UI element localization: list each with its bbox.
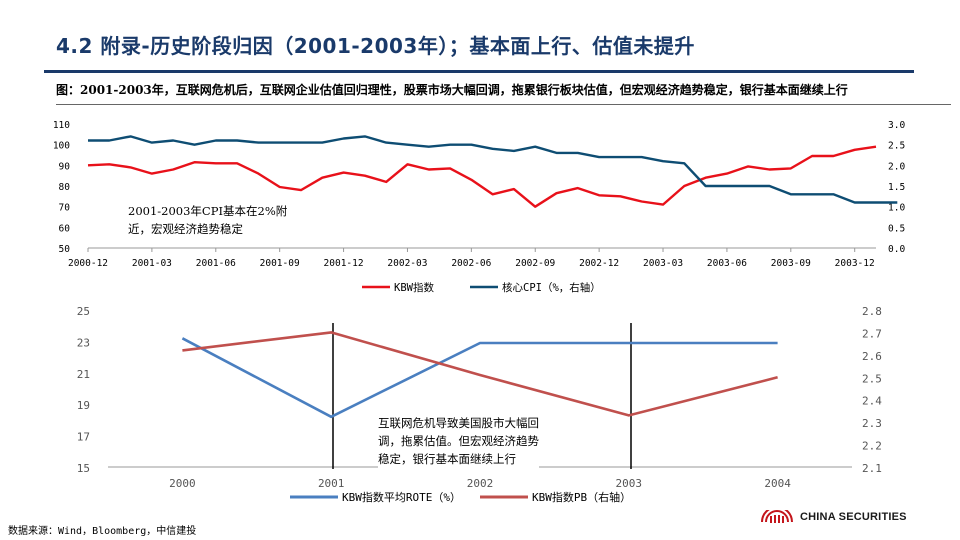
chart1-series-line-0: [87, 145, 877, 208]
chart2-y-tick-label: 19: [77, 399, 90, 412]
chart1-x-tick-label: 2003-06: [707, 258, 747, 269]
chart1-y-tick-label: 90: [59, 161, 71, 172]
chart1-legend-label-1: 核心CPI（%，右轴）: [502, 281, 601, 294]
chart1-y-tick-label: 110: [53, 120, 70, 131]
chart1-y-tick-label: 50: [59, 244, 71, 255]
chart1-y2-tick-label: 0.0: [888, 244, 905, 255]
chart1-x-tick-label: 2001-09: [260, 258, 300, 269]
chart1-annotation-line-1: 2001-2003年CPI基本在2%附: [128, 204, 288, 218]
chart2-annotation: 互联网危机导致美国股市大幅回 调，拖累估值。但宏观经济趋势 稳定，银行基本面继续…: [378, 414, 539, 468]
chart2-y2-tick-label: 2.4: [862, 395, 882, 408]
chart1-y2-tick-label: 1.0: [888, 203, 905, 214]
chart1-y2-tick-label: 0.5: [888, 223, 905, 234]
chart1-y2-tick-label: 3.0: [888, 120, 905, 131]
chart2-x-tick-label: 2002: [467, 477, 494, 490]
chart2-y-tick-label: 23: [77, 336, 90, 349]
chart1-x-tick-label: 2001-03: [132, 258, 172, 269]
chart2-y2-tick-label: 2.6: [862, 350, 882, 363]
chart1-y2-tick-label: 1.5: [888, 182, 905, 193]
chart1-y-tick-label: 70: [59, 203, 71, 214]
chart2-x-tick-label: 2003: [616, 477, 643, 490]
chart2-x-tick-label: 2001: [318, 477, 345, 490]
chart2-y2-tick-label: 2.2: [862, 440, 882, 453]
chart1-x-tick-label: 2002-12: [579, 258, 619, 269]
chart1-x-tick-label: 2000-12: [68, 258, 108, 269]
chart1-x-tick-label: 2003-03: [643, 258, 683, 269]
chart2-y2-tick-label: 2.7: [862, 327, 882, 340]
chart1-x-tick-label: 2003-09: [771, 258, 811, 269]
chart2-legend-label-1: KBW指数PB（右轴）: [532, 490, 631, 504]
chart1-y2-tick-label: 2.0: [888, 161, 905, 172]
data-source-note: 数据来源：Wind，Bloomberg，中信建投: [8, 526, 197, 537]
chart1-x-tick-label: 2002-06: [451, 258, 491, 269]
chart2-series-line-1: [182, 331, 778, 417]
chart1-x-tick-label: 2002-03: [387, 258, 427, 269]
chart1-x-tick-label: 2003-12: [835, 258, 875, 269]
chart1-series-line-1: [88, 135, 898, 204]
chart2-x-tick-label: 2004: [764, 477, 791, 490]
china-securities-logo: CHINA SECURITIES: [760, 510, 907, 524]
chart1-x-tick-label: 2001-06: [196, 258, 236, 269]
chart2-annotation-line-2: 调，拖累估值。但宏观经济趋势: [378, 434, 539, 448]
chart2-y-tick-label: 15: [77, 462, 90, 475]
logo-emblem-icon: [761, 510, 793, 523]
chart2-y-tick-label: 21: [77, 368, 90, 381]
chart2-y2-tick-label: 2.5: [862, 372, 882, 385]
chart1-annotation: 2001-2003年CPI基本在2%附 近，宏观经济趋势稳定: [128, 202, 288, 238]
caption-divider: [56, 104, 951, 105]
logo-text: CHINA SECURITIES: [800, 511, 907, 523]
chart2-annotation-line-3: 稳定，银行基本面继续上行: [378, 452, 516, 466]
page-title: 4.2 附录-历史阶段归因（2001-2003年）；基本面上行、估值未提升: [56, 34, 695, 58]
chart2-x-tick-label: 2000: [169, 477, 196, 490]
chart1-y-tick-label: 80: [59, 182, 71, 193]
chart2-legend-label-0: KBW指数平均ROTE（%）: [342, 490, 461, 504]
chart2-series-line-0: [181, 337, 778, 419]
chart2-y-tick-label: 17: [77, 431, 90, 444]
chart2-annotation-line-1: 互联网危机导致美国股市大幅回: [378, 416, 539, 430]
chart1-y-tick-label: 60: [59, 223, 71, 234]
title-divider: [44, 70, 914, 73]
chart1-legend-label-0: KBW指数: [394, 281, 434, 294]
chart1-y2-tick-label: 2.5: [888, 141, 905, 152]
chart1-annotation-line-2: 近，宏观经济趋势稳定: [128, 222, 243, 236]
chart2-y2-tick-label: 2.3: [862, 417, 882, 430]
chart1-y-tick-label: 100: [53, 141, 70, 152]
chart2-y-tick-label: 25: [77, 305, 90, 318]
chart1-x-tick-label: 2001-12: [324, 258, 364, 269]
figure-caption: 图：2001-2003年，互联网危机后，互联网企业估值回归理性，股票市场大幅回调…: [56, 83, 848, 97]
chart2-y2-tick-label: 2.1: [862, 462, 882, 475]
chart2-y2-tick-label: 2.8: [862, 305, 882, 318]
chart1-x-tick-label: 2002-09: [515, 258, 555, 269]
